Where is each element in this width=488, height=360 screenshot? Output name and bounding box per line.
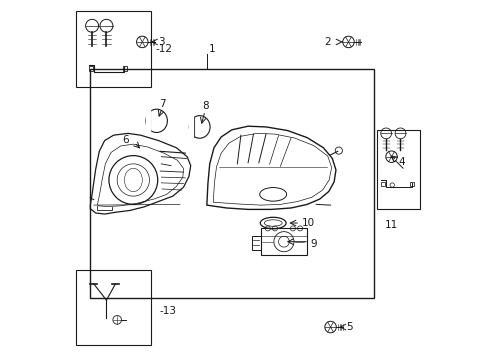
Text: 3: 3: [158, 37, 164, 47]
Bar: [251, 235, 260, 250]
Text: 5: 5: [346, 322, 352, 332]
Bar: [76, 270, 151, 345]
Text: 6: 6: [122, 135, 128, 145]
Bar: [122, 66, 127, 71]
Text: 1: 1: [208, 44, 215, 54]
Bar: [260, 228, 306, 255]
Bar: [88, 66, 93, 71]
Bar: [76, 12, 151, 87]
Bar: [409, 182, 413, 186]
Bar: [376, 130, 419, 209]
Text: 8: 8: [202, 102, 209, 112]
Text: 4: 4: [397, 157, 404, 167]
Text: -12: -12: [155, 44, 172, 54]
Text: 7: 7: [159, 99, 166, 109]
Text: 2: 2: [323, 37, 330, 47]
Text: 10: 10: [301, 218, 314, 228]
Bar: [381, 182, 385, 186]
Bar: [90, 69, 373, 298]
Text: 9: 9: [310, 239, 317, 249]
Text: 11: 11: [384, 220, 397, 230]
Text: -13: -13: [159, 306, 176, 316]
